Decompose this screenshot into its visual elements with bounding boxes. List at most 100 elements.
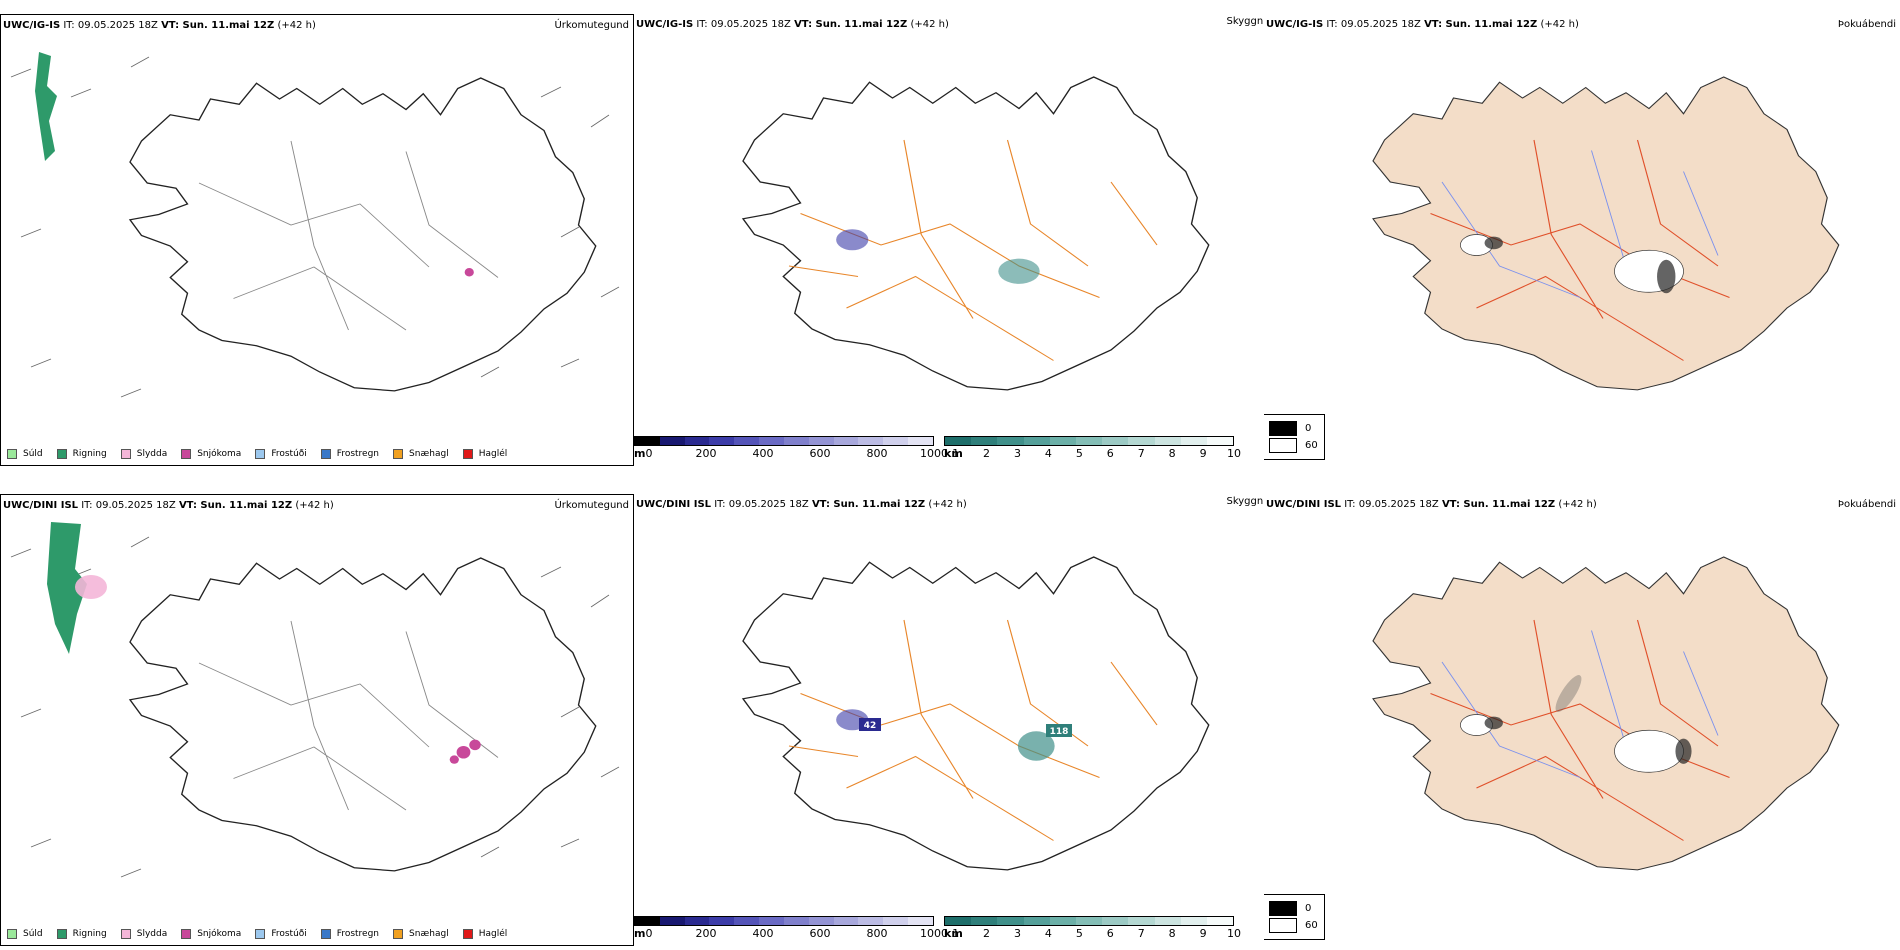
panel-variable-label: Skyggni [1226, 16, 1264, 27]
visibility-colorbar: 1 2 3 4 5 6 7 8 9 10 [944, 916, 1241, 940]
legend-swatch [7, 449, 17, 459]
colorbar-segment [1206, 917, 1234, 925]
colorbar-tick: 8 [1168, 447, 1176, 460]
colorbar-segment [1180, 437, 1207, 445]
label-42: 42 [864, 721, 877, 731]
colorbar-tick: 1000 [920, 927, 948, 940]
colorbar-tick: 4 [1044, 927, 1052, 940]
colorbar-segment [659, 437, 685, 445]
legend-swatch [56, 929, 67, 939]
visibility-map: 42 118 [742, 556, 1210, 871]
colorbar-tick: 200 [695, 447, 717, 460]
colorbar-tick: 7 [1137, 447, 1145, 460]
colorbar-segment [971, 917, 998, 925]
colorbar-tick: 0 [645, 447, 653, 460]
legend-item: Haglél [462, 449, 507, 459]
colorbar-segment [997, 437, 1024, 445]
colorbar-tick: 1000 [920, 447, 948, 460]
precip-legend: Súld Rigning Slydda Snjókoma Frostúði Fr… [7, 449, 521, 459]
colorbar-segment [858, 437, 884, 445]
panel-title: UWC/IG-IS IT: 09.05.2025 18Z VT: Sun. 11… [1266, 19, 1579, 30]
legend-item: Frostúði [255, 449, 307, 459]
legend-item: Rigning [56, 929, 107, 939]
colorbar-tick: 3 [1013, 447, 1021, 460]
colorbar-tick: 9 [1199, 447, 1207, 460]
colorbar-segment [1128, 917, 1155, 925]
colorbar-segment [635, 917, 660, 925]
fog-legend-swatch [1269, 901, 1297, 916]
legend-swatch [393, 449, 404, 459]
colorbar-tick: 2 [983, 447, 991, 460]
colorbar-segment [1102, 437, 1129, 445]
colorbar-segment [1049, 437, 1076, 445]
fog-legend-swatch [1269, 421, 1297, 436]
cloud-base-colorbar: 0 200 400 600 800 1000 [634, 916, 948, 940]
fog-legend-item: 60 [1269, 918, 1318, 933]
fog-legend-item: 60 [1269, 438, 1318, 453]
cloud-base-unit: m [634, 927, 646, 940]
precip-panel-1: UWC/IG-IS IT: 09.05.2025 18Z VT: Sun. 11… [0, 14, 634, 466]
fog-legend-item: 0 [1269, 901, 1318, 916]
fog-map [1372, 556, 1840, 871]
panel-variable-label: Úrkomutegund [554, 20, 629, 31]
fog-panel-2: UWC/DINI ISL IT: 09.05.2025 18Z VT: Sun.… [1264, 494, 1900, 946]
colorbar-segment [1154, 437, 1181, 445]
colorbar-tick: 600 [809, 927, 831, 940]
legend-item: Snjókoma [181, 449, 241, 459]
colorbar-tick: 200 [695, 927, 717, 940]
colorbar-segment [1206, 437, 1234, 445]
colorbar-tick: 1 [952, 447, 960, 460]
colorbar-tick: 3 [1013, 927, 1021, 940]
colorbar-tick: 800 [866, 927, 888, 940]
colorbar-segment [833, 917, 859, 925]
colorbar-segment [1049, 917, 1076, 925]
legend-swatch [7, 929, 17, 939]
colorbar-tick: 6 [1106, 927, 1114, 940]
panel-title: UWC/DINI ISL IT: 09.05.2025 18Z VT: Sun.… [3, 500, 334, 511]
legend-item: Slydda [120, 929, 167, 939]
colorbar-segment [709, 437, 735, 445]
colorbar-segment [684, 917, 710, 925]
legend-item: Rigning [56, 449, 107, 459]
visibility-panel-2: UWC/DINI ISL IT: 09.05.2025 18Z VT: Sun.… [634, 494, 1264, 946]
fog-legend: 0 60 [1264, 414, 1325, 460]
legend-swatch [56, 449, 67, 459]
colorbar-segment [908, 917, 933, 925]
panel-variable-label: Skyggni [1226, 496, 1264, 507]
fog-legend-item: 0 [1269, 421, 1318, 436]
colorbar-segment [1023, 917, 1050, 925]
legend-swatch [462, 929, 473, 939]
colorbar-segment [659, 917, 685, 925]
colorbar-tick: 1 [952, 927, 960, 940]
colorbar-tick: 5 [1075, 447, 1083, 460]
precip-legend: Súld Rigning Slydda Snjókoma Frostúði Fr… [7, 929, 521, 939]
colorbar-tick: 400 [752, 927, 774, 940]
colorbar-tick: 10 [1227, 927, 1241, 940]
wind-barbs [10, 536, 620, 878]
colorbar-tick: 4 [1044, 447, 1052, 460]
legend-swatch [120, 929, 131, 939]
panel-title: UWC/IG-IS IT: 09.05.2025 18Z VT: Sun. 11… [636, 19, 949, 30]
visibility-colorbar: 1 2 3 4 5 6 7 8 9 10 [944, 436, 1241, 460]
colorbar-segment [734, 437, 760, 445]
colorbar-tick: 2 [983, 927, 991, 940]
fog-legend: 0 60 [1264, 894, 1325, 940]
colorbar-segment [1154, 917, 1181, 925]
visibility-map [742, 76, 1210, 391]
colorbar-segment [997, 917, 1024, 925]
cloud-base-unit: m [634, 447, 646, 460]
colorbar-segment [783, 917, 809, 925]
visibility-unit: km [944, 927, 963, 940]
panel-title: UWC/DINI ISL IT: 09.05.2025 18Z VT: Sun.… [1266, 499, 1597, 510]
colorbar-segment [945, 917, 972, 925]
panel-title: UWC/DINI ISL IT: 09.05.2025 18Z VT: Sun.… [636, 499, 967, 510]
wind-barbs [10, 56, 620, 398]
panel-variable-label: Þokuábendi [1837, 19, 1896, 30]
legend-item: Súld [7, 929, 43, 939]
legend-item: Súld [7, 449, 43, 459]
colorbar-segment [709, 917, 735, 925]
colorbar-segment [808, 917, 834, 925]
cloud-base-colorbar: 0 200 400 600 800 1000 [634, 436, 948, 460]
colorbar-segment [759, 437, 784, 445]
colorbar-segment [833, 437, 859, 445]
